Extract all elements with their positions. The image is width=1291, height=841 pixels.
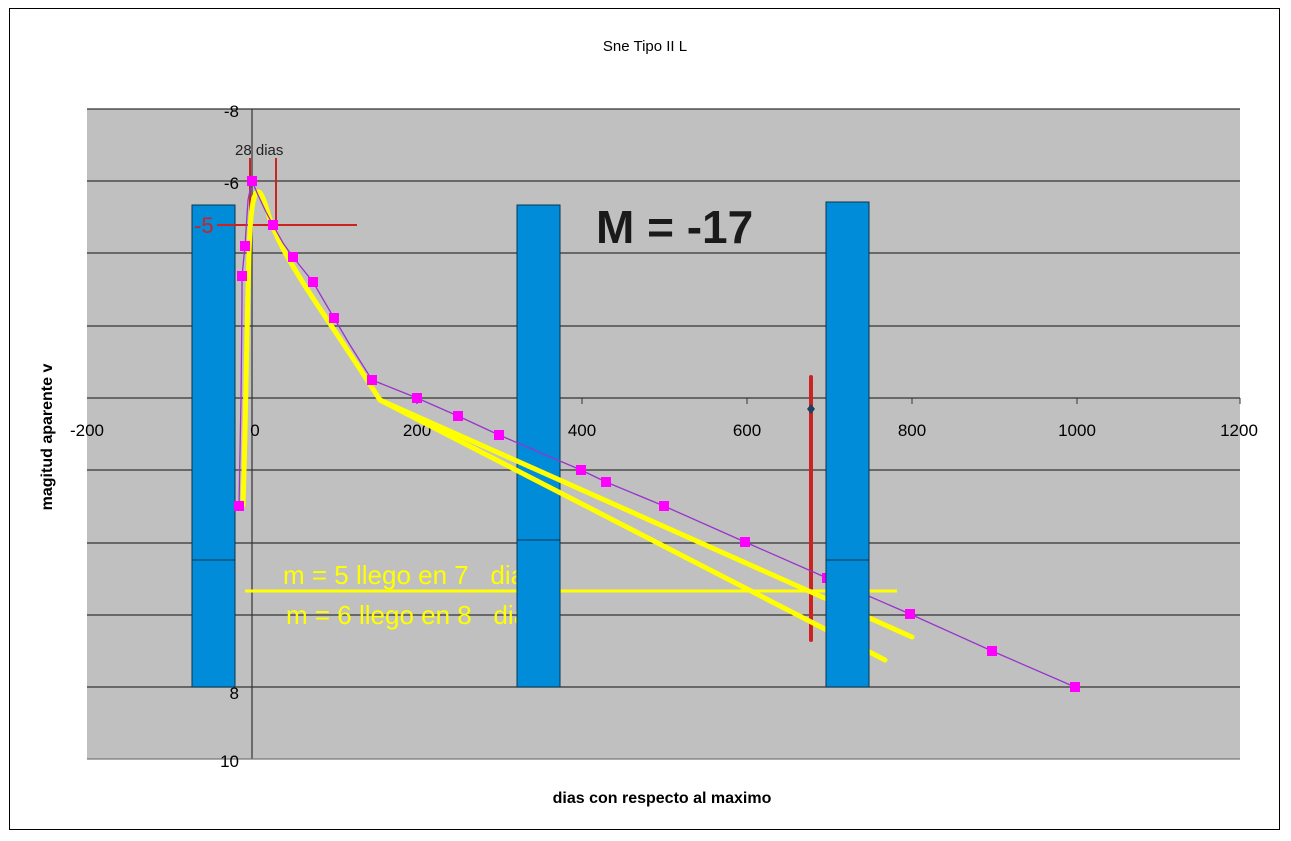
blue-bar-2-overlay — [516, 539, 561, 688]
yellow-fit-curve — [240, 189, 383, 508]
blue-bar-1-overlay — [191, 559, 236, 688]
chart-title: Sne Tipo II L — [603, 38, 687, 55]
yellow-extrapolation-upper — [377, 397, 915, 640]
y-tick-8: 8 — [230, 684, 239, 703]
svg-text:10: 10 — [220, 752, 239, 771]
y-axis-title: magitud aparente v — [39, 364, 56, 511]
x-tick-labels: -200 0 200 400 600 800 1000 1200 — [70, 421, 1258, 440]
x-axis-title: dias con respecto al maximo — [553, 790, 772, 807]
annotation-m6-text: m = 6 llego en 8 dias — [286, 600, 541, 630]
annotation-m5-text: m = 5 llego en 7 dias — [283, 560, 538, 590]
annotation-minus-5: -5 — [194, 213, 214, 238]
svg-text:0: 0 — [250, 421, 259, 440]
plot-area — [87, 109, 1240, 759]
svg-text:-8: -8 — [224, 102, 239, 121]
svg-text:200: 200 — [403, 421, 431, 440]
svg-text:-200: -200 — [70, 421, 104, 440]
diamond-marker — [807, 404, 815, 414]
svg-text:1000: 1000 — [1058, 421, 1096, 440]
blue-bar-3-overlay — [825, 559, 870, 688]
svg-text:1200: 1200 — [1220, 421, 1258, 440]
yellow-extrapolation-lower — [377, 397, 888, 663]
annotation-28-dias: 28 dias — [235, 142, 283, 159]
svg-text:600: 600 — [733, 421, 761, 440]
svg-text:400: 400 — [568, 421, 596, 440]
y-tick-labels: -8 -6 10 — [220, 102, 239, 771]
svg-text:800: 800 — [898, 421, 926, 440]
gridlines — [87, 108, 1240, 688]
data-markers — [234, 176, 1080, 692]
svg-text:-6: -6 — [224, 174, 239, 193]
absolute-magnitude-label: M = -17 — [596, 201, 753, 253]
